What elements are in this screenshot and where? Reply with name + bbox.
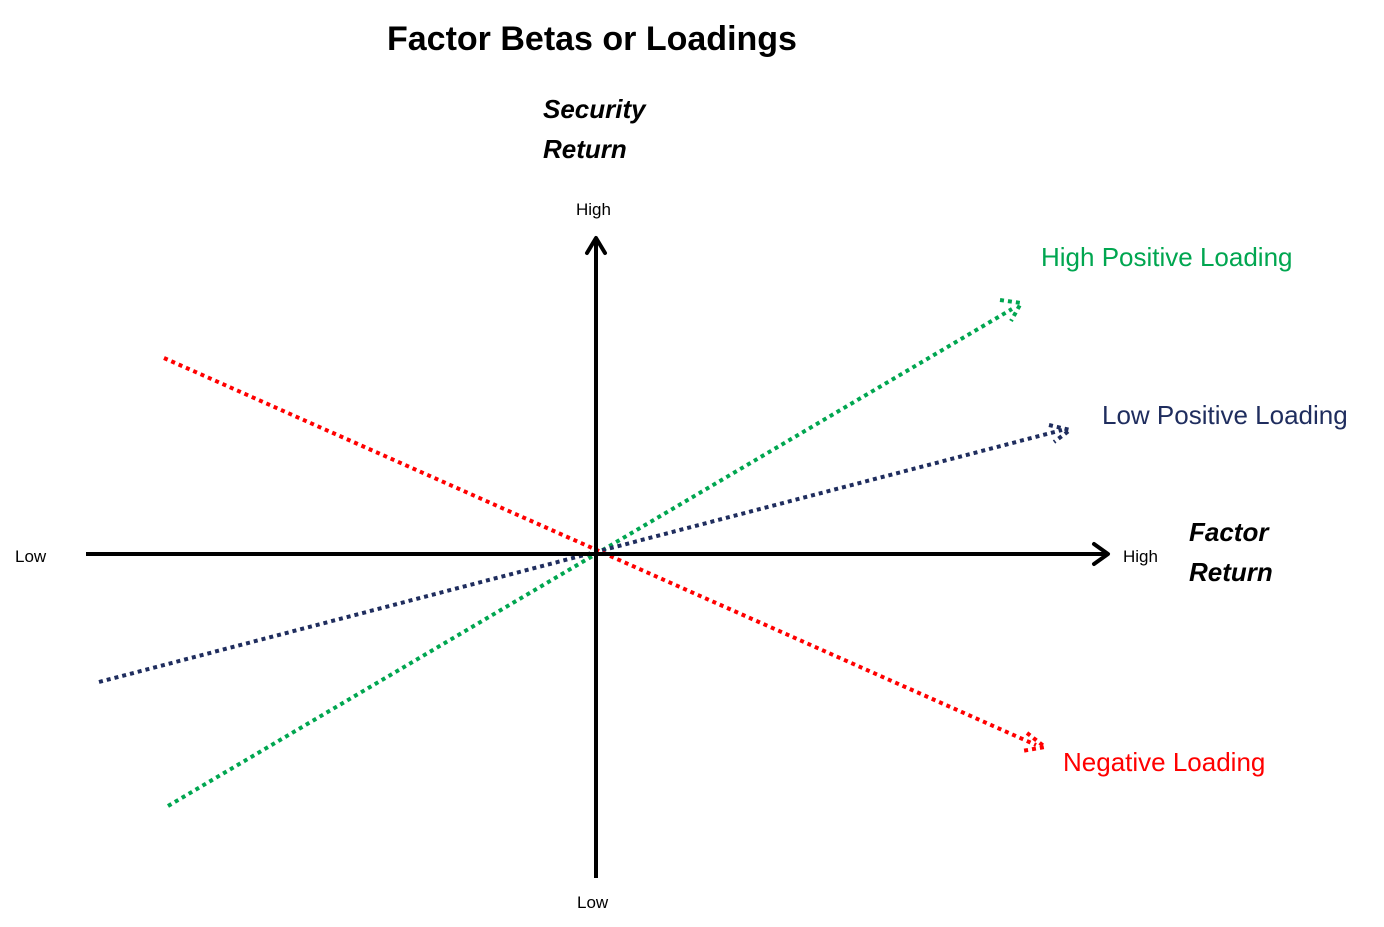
x-axis-arrowhead [1092,542,1110,566]
y-axis-arrowhead [585,236,607,255]
high-positive-loading-label: High Positive Loading [1041,242,1293,272]
y-axis-low-label: Low [577,893,609,912]
high-positive-loading-arrowhead [999,298,1025,322]
x-axis-title-line2: Return [1189,557,1273,587]
x-axis-title-line1: Factor [1189,517,1270,547]
diagram-title: Factor Betas or Loadings [387,20,797,58]
y-axis-title-line2: Return [543,134,627,164]
negative-loading-line [163,356,1037,747]
y-axis-title-line1: Security [543,94,647,124]
x-axis-low-label: Low [15,547,47,566]
negative-loading-label: Negative Loading [1063,747,1265,777]
negative-loading-arrowhead [1021,731,1050,753]
x-axis-high-label: High [1123,547,1158,566]
high-positive-loading-line [166,307,1014,808]
axes [86,236,1110,878]
low-positive-loading-arrowhead [1048,423,1075,444]
y-axis-high-label: High [576,200,611,219]
low-positive-loading-label: Low Positive Loading [1102,400,1348,430]
